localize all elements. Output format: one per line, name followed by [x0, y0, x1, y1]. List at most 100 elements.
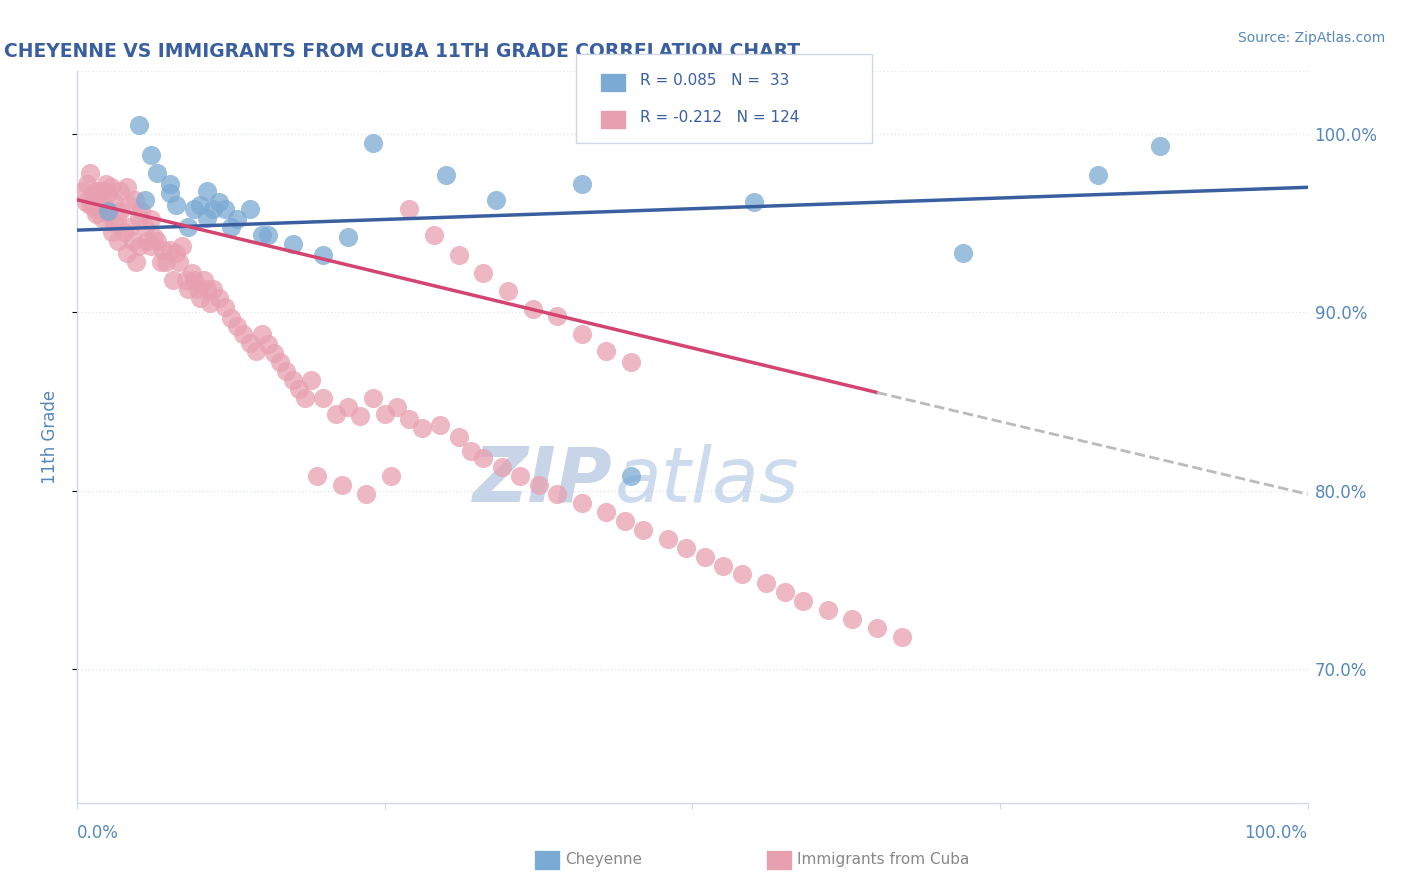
Point — [115, 180, 138, 194]
Point — [107, 234, 129, 248]
Point — [485, 193, 508, 207]
Point — [180, 266, 202, 280]
Point — [86, 184, 108, 198]
Point — [89, 202, 111, 216]
Text: Cheyenne: Cheyenne — [565, 853, 643, 867]
Point — [250, 326, 273, 341]
Point — [195, 184, 218, 198]
Point — [257, 337, 280, 351]
Point — [121, 234, 143, 248]
Point — [1149, 139, 1171, 153]
Point — [83, 202, 105, 216]
Point — [193, 273, 215, 287]
Point — [195, 211, 218, 225]
Point — [299, 373, 322, 387]
Point — [755, 576, 778, 591]
Point — [150, 255, 173, 269]
Text: ZIP: ZIP — [472, 444, 613, 518]
Text: Immigrants from Cuba: Immigrants from Cuba — [797, 853, 970, 867]
Point — [693, 549, 716, 564]
Point — [226, 212, 249, 227]
Point — [294, 391, 316, 405]
Point — [79, 198, 101, 212]
Point — [411, 421, 433, 435]
Point — [208, 194, 231, 209]
Point — [93, 198, 115, 212]
Point — [103, 194, 125, 209]
Point — [527, 478, 550, 492]
Point — [491, 460, 513, 475]
Point — [159, 186, 181, 200]
Point — [112, 225, 135, 239]
Point — [152, 243, 174, 257]
Point — [183, 273, 205, 287]
Point — [84, 207, 107, 221]
Point — [472, 451, 495, 466]
Point — [239, 202, 262, 216]
Text: R = -0.212   N = 124: R = -0.212 N = 124 — [640, 110, 799, 125]
Point — [190, 291, 212, 305]
Point — [155, 255, 177, 269]
Point — [330, 478, 353, 492]
Point — [245, 344, 267, 359]
Point — [436, 168, 458, 182]
Point — [125, 255, 148, 269]
Point — [187, 282, 209, 296]
Point — [281, 237, 304, 252]
Point — [595, 344, 617, 359]
Point — [82, 186, 104, 200]
Point — [110, 203, 132, 218]
Point — [460, 444, 482, 458]
Point — [226, 319, 249, 334]
Point — [773, 585, 796, 599]
Point — [162, 273, 184, 287]
Point — [183, 202, 205, 216]
Y-axis label: 11th Grade: 11th Grade — [41, 390, 59, 484]
Point — [380, 469, 402, 483]
Point — [165, 246, 187, 260]
Point — [276, 364, 298, 378]
Point — [141, 148, 163, 162]
Point — [214, 202, 236, 216]
Point — [159, 177, 181, 191]
Point — [620, 355, 643, 369]
Point — [174, 273, 197, 287]
Point — [374, 407, 396, 421]
Point — [337, 230, 360, 244]
Point — [190, 198, 212, 212]
Point — [146, 166, 169, 180]
Point — [281, 373, 304, 387]
Point — [72, 184, 94, 198]
Point — [307, 469, 329, 483]
Point — [142, 230, 165, 244]
Point — [208, 291, 231, 305]
Point — [312, 248, 335, 262]
Point — [263, 346, 285, 360]
Point — [115, 246, 138, 260]
Point — [398, 202, 420, 216]
Point — [97, 186, 120, 200]
Point — [170, 239, 193, 253]
Point — [165, 198, 187, 212]
Point — [134, 193, 156, 207]
Point — [349, 409, 371, 423]
Point — [398, 412, 420, 426]
Point — [361, 391, 384, 405]
Point — [571, 326, 593, 341]
Point — [356, 487, 378, 501]
Point — [337, 400, 360, 414]
Text: Source: ZipAtlas.com: Source: ZipAtlas.com — [1237, 31, 1385, 45]
Text: R = 0.085   N =  33: R = 0.085 N = 33 — [640, 73, 789, 88]
Point — [546, 309, 568, 323]
Point — [571, 177, 593, 191]
Point — [219, 219, 242, 234]
Point — [128, 211, 150, 225]
Point — [423, 228, 446, 243]
Point — [325, 407, 347, 421]
Point — [90, 184, 114, 198]
Point — [90, 211, 114, 225]
Point — [841, 612, 863, 626]
Point — [817, 603, 839, 617]
Text: CHEYENNE VS IMMIGRANTS FROM CUBA 11TH GRADE CORRELATION CHART: CHEYENNE VS IMMIGRANTS FROM CUBA 11TH GR… — [3, 43, 800, 62]
Point — [866, 621, 889, 635]
